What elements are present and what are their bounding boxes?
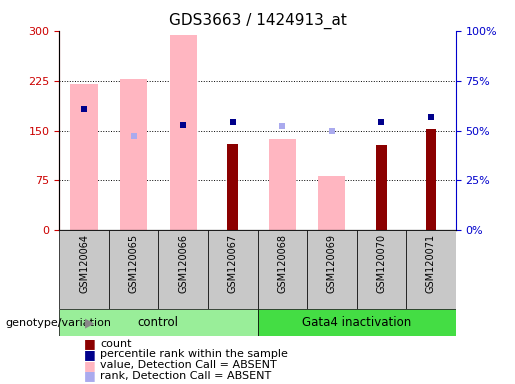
Bar: [258, 230, 307, 309]
Text: GSM120071: GSM120071: [426, 234, 436, 293]
Text: control: control: [138, 316, 179, 329]
Text: ■: ■: [84, 369, 96, 382]
Text: ■: ■: [84, 337, 96, 350]
Text: ▶: ▶: [85, 316, 95, 329]
Text: GSM120065: GSM120065: [129, 234, 139, 293]
Bar: [258, 309, 456, 336]
Text: rank, Detection Call = ABSENT: rank, Detection Call = ABSENT: [100, 371, 272, 381]
Text: count: count: [100, 339, 132, 349]
Bar: [59, 309, 258, 336]
Bar: [208, 230, 258, 309]
Bar: [318, 176, 346, 230]
Bar: [71, 84, 98, 230]
Bar: [169, 35, 197, 230]
Text: Gata4 inactivation: Gata4 inactivation: [302, 316, 411, 329]
Bar: [376, 145, 387, 230]
Text: genotype/variation: genotype/variation: [5, 318, 111, 328]
Bar: [356, 230, 406, 309]
Text: GSM120069: GSM120069: [327, 234, 337, 293]
Bar: [159, 230, 208, 309]
Text: GSM120070: GSM120070: [376, 234, 386, 293]
Bar: [425, 129, 436, 230]
Text: GSM120066: GSM120066: [178, 234, 188, 293]
Text: percentile rank within the sample: percentile rank within the sample: [100, 349, 288, 359]
Bar: [59, 230, 109, 309]
Bar: [120, 79, 147, 230]
Bar: [406, 230, 456, 309]
Bar: [307, 230, 356, 309]
Text: GSM120067: GSM120067: [228, 234, 238, 293]
Text: value, Detection Call = ABSENT: value, Detection Call = ABSENT: [100, 360, 277, 370]
Bar: [109, 230, 159, 309]
Text: ■: ■: [84, 359, 96, 372]
Title: GDS3663 / 1424913_at: GDS3663 / 1424913_at: [168, 13, 347, 29]
Text: ■: ■: [84, 348, 96, 361]
Bar: [227, 144, 238, 230]
Bar: [269, 139, 296, 230]
Text: GSM120064: GSM120064: [79, 234, 89, 293]
Text: GSM120068: GSM120068: [277, 234, 287, 293]
